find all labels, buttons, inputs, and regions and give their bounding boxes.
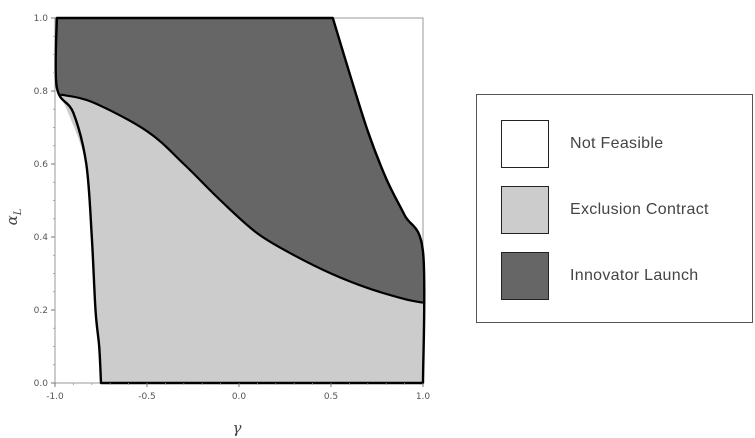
legend-item-exclusion-contract: Exclusion Contract [501, 185, 709, 235]
y-axis-label: αL [3, 208, 24, 225]
x-tick-label: 1.0 [416, 392, 431, 402]
y-axis-label-symbol: α [3, 215, 21, 225]
region-exclusion-contract [60, 94, 423, 383]
x-tick-label: -1.0 [46, 392, 64, 402]
y-tick-label: 0.6 [34, 160, 49, 170]
legend-label-not-feasible: Not Feasible [570, 135, 664, 152]
y-tick-label: 1.0 [34, 14, 49, 24]
legend-swatch-exclusion-contract [501, 186, 549, 234]
legend-item-not-feasible: Not Feasible [501, 119, 663, 169]
x-axis-label: γ [233, 419, 242, 437]
legend-item-innovator-launch: Innovator Launch [501, 251, 698, 301]
y-tick-label: 0.2 [34, 306, 48, 316]
x-tick-label: 0.0 [232, 392, 247, 402]
x-tick-label: -0.5 [138, 392, 156, 402]
legend: Not Feasible Exclusion Contract Innovato… [476, 94, 753, 323]
exclusion-innovator-boundary [60, 93, 424, 304]
legend-swatch-not-feasible [501, 120, 549, 168]
y-tick-label: 0.8 [34, 87, 49, 97]
y-tick-label: 0.0 [34, 379, 49, 389]
y-tick-label: 0.4 [34, 233, 49, 243]
x-tick-label: 0.5 [324, 392, 338, 402]
y-axis-label-subscript: L [13, 208, 24, 216]
region-plot: -1.0 -0.5 0.0 0.5 1.0 0.0 0.2 0.4 0.6 0.8 1.0 γ αL [3, 14, 431, 437]
legend-label-exclusion-contract: Exclusion Contract [570, 201, 709, 218]
legend-label-innovator-launch: Innovator Launch [570, 267, 699, 284]
legend-swatch-innovator-launch [501, 252, 549, 300]
feasible-boundary [54, 16, 426, 385]
